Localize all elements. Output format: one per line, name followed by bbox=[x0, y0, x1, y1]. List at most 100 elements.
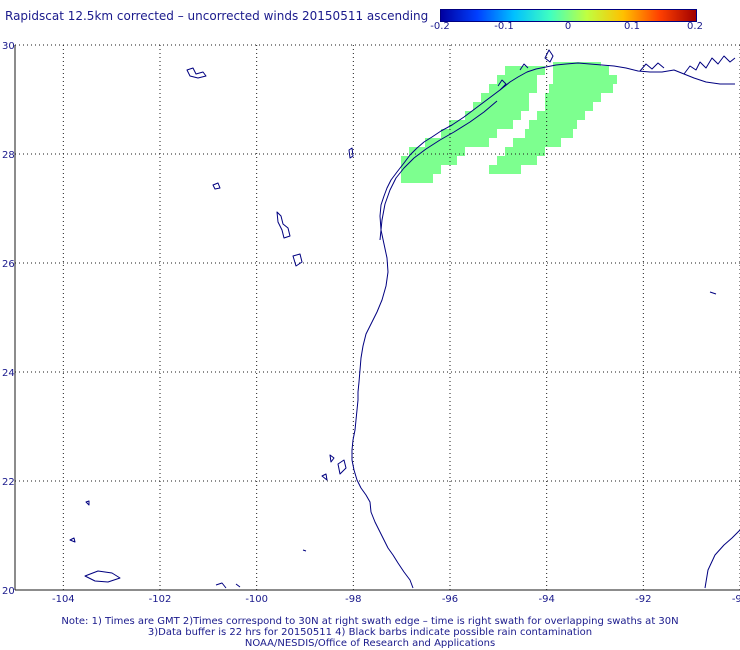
swath-cell bbox=[505, 147, 513, 156]
swath-cell bbox=[481, 120, 489, 129]
swath-cell bbox=[505, 156, 513, 165]
lat-tick-label: 28 bbox=[2, 150, 15, 161]
swath-cell bbox=[545, 120, 553, 129]
swath-cell bbox=[465, 111, 473, 120]
lon-tick-label: -94 bbox=[538, 594, 554, 605]
swath-cell bbox=[401, 174, 409, 183]
swath-cell bbox=[577, 111, 585, 120]
swath-cell bbox=[489, 102, 497, 111]
swath-cell bbox=[585, 75, 593, 84]
swath-cell bbox=[521, 84, 529, 93]
swath-cell bbox=[505, 84, 513, 93]
swath-cell bbox=[593, 75, 601, 84]
swath-cell bbox=[553, 111, 561, 120]
swath-cell bbox=[513, 66, 521, 75]
swath-cell bbox=[417, 165, 425, 174]
swath-cell bbox=[505, 120, 513, 129]
swath-cell bbox=[449, 156, 457, 165]
swath-cell bbox=[449, 129, 457, 138]
swath-cell bbox=[525, 129, 533, 138]
swath-cell bbox=[593, 66, 601, 75]
swath-cell bbox=[521, 75, 529, 84]
swath-cell bbox=[473, 138, 481, 147]
swath-cell bbox=[589, 84, 597, 93]
swath-cell bbox=[465, 129, 473, 138]
swath-cell bbox=[609, 75, 617, 84]
swath-cell bbox=[553, 93, 561, 102]
lat-tick-label: 22 bbox=[2, 477, 15, 488]
lon-tick-label: -104 bbox=[52, 594, 75, 605]
swath-cell bbox=[449, 138, 457, 147]
swath-cell bbox=[481, 93, 489, 102]
swath-cell bbox=[425, 147, 433, 156]
swath-cell bbox=[569, 62, 577, 67]
swath-cell bbox=[441, 156, 449, 165]
swath-cell bbox=[513, 93, 521, 102]
lat-tick-label: 26 bbox=[2, 259, 15, 270]
swath-cell bbox=[593, 93, 601, 102]
swath-cell bbox=[537, 147, 545, 156]
wind-swath bbox=[401, 62, 617, 183]
swath-cell bbox=[557, 84, 565, 93]
swath-cell bbox=[449, 147, 457, 156]
swath-cell bbox=[553, 66, 561, 75]
lat-lon-grid bbox=[15, 44, 740, 591]
swath-cell bbox=[601, 66, 609, 75]
swath-cell bbox=[569, 75, 577, 84]
swath-cell bbox=[409, 174, 417, 183]
swath-cell bbox=[553, 75, 561, 84]
swath-cell bbox=[561, 120, 569, 129]
swath-cell bbox=[505, 165, 513, 174]
swath-cell bbox=[601, 75, 609, 84]
swath-cell bbox=[425, 138, 433, 147]
swath-cell bbox=[537, 138, 545, 147]
lon-tick-label: -92 bbox=[635, 594, 651, 605]
swath-cell bbox=[529, 75, 537, 84]
swath-cell bbox=[533, 129, 541, 138]
swath-cell bbox=[545, 138, 553, 147]
swath-cell bbox=[537, 111, 545, 120]
swath-cell bbox=[417, 174, 425, 183]
lon-tick-label: -90 bbox=[732, 594, 740, 605]
swath-cell bbox=[513, 111, 521, 120]
swath-cell bbox=[577, 93, 585, 102]
map-title: Rapidscat 12.5km corrected – uncorrected… bbox=[5, 9, 429, 23]
swath-cell bbox=[585, 102, 593, 111]
swath-cell bbox=[481, 129, 489, 138]
swath-cell bbox=[401, 165, 409, 174]
swath-cell bbox=[425, 165, 433, 174]
note-line-3: NOAA/NESDIS/Office of Research and Appli… bbox=[244, 638, 496, 649]
swath-cell bbox=[497, 111, 505, 120]
swath-cell bbox=[561, 66, 569, 75]
swath-cell bbox=[549, 84, 557, 93]
swath-cell bbox=[417, 156, 425, 165]
swath-cell bbox=[585, 93, 593, 102]
lat-tick-label: 24 bbox=[2, 368, 15, 379]
swath-cell bbox=[465, 120, 473, 129]
swath-cell bbox=[529, 147, 537, 156]
lon-tick-label: -100 bbox=[245, 594, 268, 605]
swath-cell bbox=[497, 75, 505, 84]
swath-cell bbox=[577, 102, 585, 111]
swath-cell bbox=[573, 84, 581, 93]
swath-cell bbox=[521, 156, 529, 165]
swath-cell bbox=[561, 111, 569, 120]
swath-cell bbox=[409, 165, 417, 174]
swath-cell bbox=[401, 156, 409, 165]
swath-cell bbox=[505, 102, 513, 111]
swath-cell bbox=[505, 75, 513, 84]
swath-cell bbox=[433, 165, 441, 174]
axis-frame bbox=[14, 45, 740, 591]
swath-cell bbox=[521, 147, 529, 156]
swath-cell bbox=[537, 120, 545, 129]
swath-cell bbox=[441, 129, 449, 138]
swath-cell bbox=[557, 129, 565, 138]
swath-cell bbox=[505, 66, 513, 75]
note-line-2: 3)Data buffer is 22 hrs for 20150511 4) … bbox=[147, 627, 593, 638]
swath-cell bbox=[585, 62, 593, 67]
swath-cell bbox=[549, 129, 557, 138]
swath-cell bbox=[521, 138, 529, 147]
swath-cell bbox=[521, 102, 529, 111]
lat-tick-label: 30 bbox=[2, 41, 15, 52]
